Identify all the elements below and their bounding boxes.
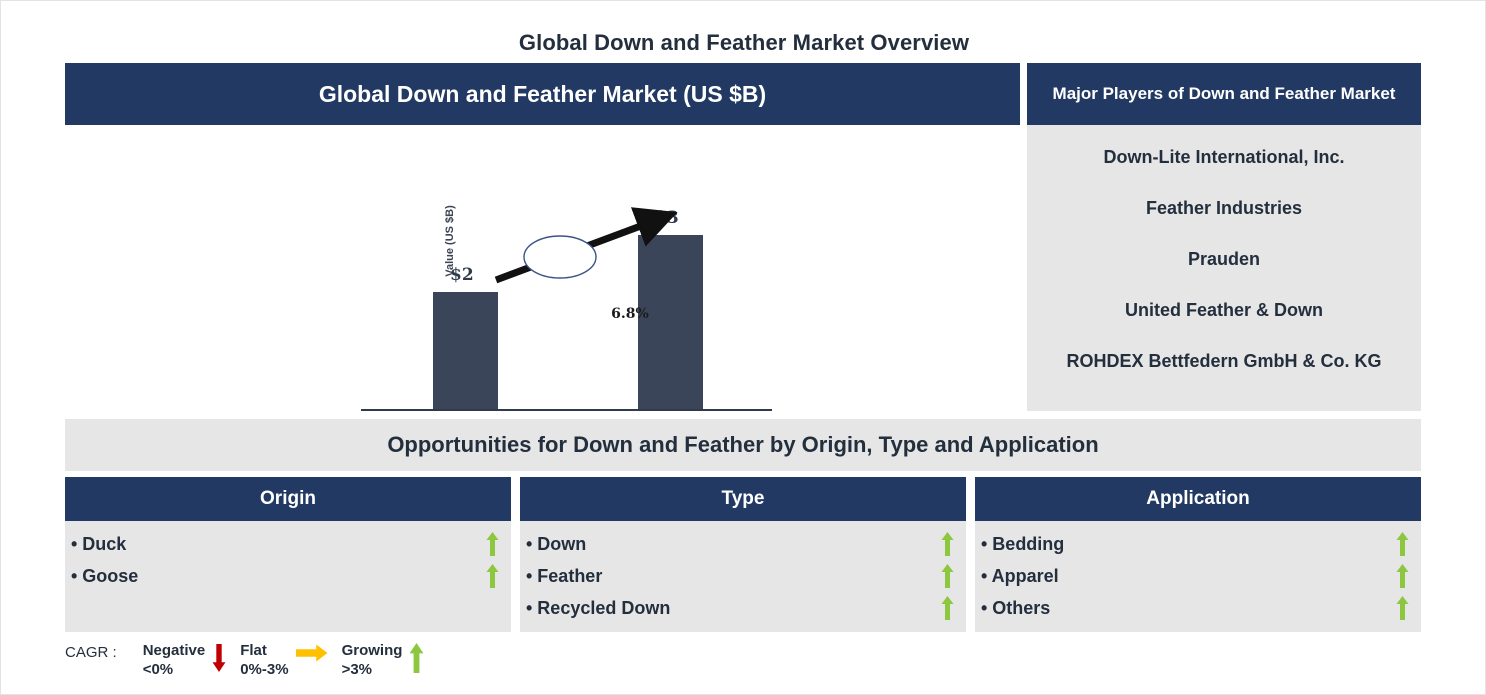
list-item: • Feather — [526, 560, 954, 592]
list-item: Down-Lite International, Inc. — [1103, 147, 1345, 167]
major-players-header: Major Players of Down and Feather Market — [1027, 63, 1421, 125]
legend-entry-negative: Negative <0% — [143, 641, 235, 679]
opportunity-column-origin: Origin • Duck • Goose — [65, 477, 511, 632]
column-header-type: Type — [520, 477, 966, 521]
legend-name: Negative — [142, 642, 206, 659]
column-body-type: • Down • Feather • Recycled Down — [520, 521, 966, 632]
bar-value-label-2026: $2 — [450, 265, 474, 285]
legend-range: <0% — [142, 661, 174, 679]
item-label: • Goose — [71, 565, 139, 586]
list-item: • Bedding — [981, 528, 1409, 560]
list-item: United Feather & Down — [1124, 300, 1323, 320]
list-item: • Duck — [71, 528, 499, 560]
arrow-up-icon — [409, 643, 424, 673]
opportunities-columns: Origin • Duck • Goose Type — [65, 477, 1421, 632]
item-label: • Down — [526, 533, 587, 554]
legend-entry-text: Negative <0% — [143, 641, 213, 679]
cagr-legend-title: CAGR : — [65, 644, 117, 661]
list-item: • Down — [526, 528, 954, 560]
list-item: ROHDEX Bettfedern GmbH & Co. KG — [1066, 351, 1382, 371]
list-item: Prauden — [1187, 249, 1261, 269]
item-label: • Duck — [71, 533, 127, 554]
bar-2035 — [638, 235, 703, 409]
legend-entry-growing: Growing >3% — [342, 641, 433, 679]
cagr-arrow-icon — [494, 207, 678, 284]
cagr-legend: CAGR : Negative <0% Flat 0%-3% Growing >… — [65, 641, 565, 689]
column-header-application: Application — [975, 477, 1421, 521]
list-item: • Apparel — [981, 560, 1409, 592]
bar-2026 — [433, 292, 498, 409]
item-label: • Apparel — [981, 565, 1059, 586]
arrow-up-icon — [486, 564, 499, 588]
column-body-application: • Bedding • Apparel • Others — [975, 521, 1421, 632]
page-title: Global Down and Feather Market Overview — [518, 30, 970, 55]
market-chart-card: Global Down and Feather Market (US $B) V… — [65, 63, 1020, 468]
arrow-up-icon — [1396, 564, 1409, 588]
list-item: • Recycled Down — [526, 592, 954, 624]
column-header-origin: Origin — [65, 477, 511, 521]
arrow-up-icon — [941, 596, 954, 620]
arrow-up-icon — [1396, 532, 1409, 556]
arrow-up-icon — [941, 532, 954, 556]
major-players-list: Down-Lite International, Inc. Feather In… — [1027, 125, 1421, 411]
list-item: • Others — [981, 592, 1409, 624]
item-label: • Bedding — [981, 533, 1065, 554]
arrow-up-icon — [486, 532, 499, 556]
list-item: • Goose — [71, 560, 499, 592]
opportunity-column-type: Type • Down • Feather • Recycled Down — [520, 477, 966, 632]
cagr-value-label: 6.8% — [611, 306, 649, 322]
x-axis-line — [361, 409, 772, 411]
legend-name: Growing — [341, 642, 403, 659]
legend-range: >3% — [341, 661, 373, 679]
list-item: Feather Industries — [1145, 198, 1303, 218]
item-label: • Feather — [526, 565, 603, 586]
major-players-card: Major Players of Down and Feather Market… — [1027, 63, 1421, 411]
legend-range: 0%-3% — [240, 661, 289, 679]
legend-entry-flat: Flat 0%-3% — [240, 641, 335, 679]
bar-chart: Value (US $B) $2 $3 2026 2035 6.8% Sourc… — [65, 125, 1020, 468]
legend-entry-text: Flat 0%-3% — [240, 641, 295, 679]
legend-entry-text: Growing >3% — [342, 641, 410, 679]
column-body-origin: • Duck • Goose — [65, 521, 511, 632]
chart-card-header: Global Down and Feather Market (US $B) — [65, 63, 1020, 125]
opportunities-banner: Opportunities for Down and Feather by Or… — [65, 419, 1421, 471]
item-label: • Recycled Down — [526, 597, 671, 618]
arrow-right-icon — [295, 644, 328, 662]
arrow-up-icon — [941, 564, 954, 588]
arrow-up-icon — [1396, 596, 1409, 620]
opportunity-column-application: Application • Bedding • Apparel • Others — [975, 477, 1421, 632]
item-label: • Others — [981, 597, 1051, 618]
legend-name: Flat — [240, 642, 267, 659]
arrow-down-icon — [212, 644, 226, 672]
